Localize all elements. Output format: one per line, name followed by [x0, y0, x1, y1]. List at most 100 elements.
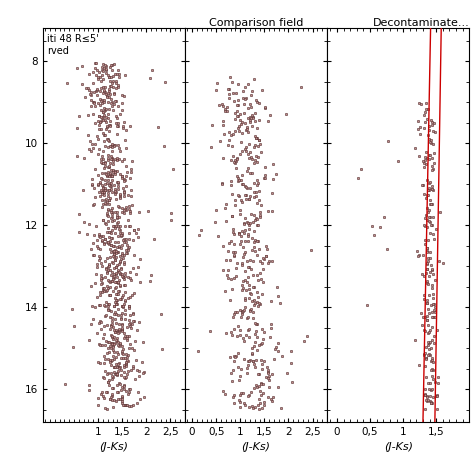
Point [235, 127, 243, 135]
Point [123, 401, 130, 409]
Point [107, 395, 114, 403]
Point [102, 201, 109, 208]
Point [107, 237, 114, 245]
Point [104, 217, 112, 225]
Point [119, 122, 127, 129]
Point [421, 392, 428, 399]
Point [384, 137, 392, 145]
Point [219, 121, 227, 128]
Point [245, 219, 252, 227]
Point [95, 112, 103, 119]
Point [431, 303, 438, 310]
Point [94, 394, 102, 401]
Point [115, 119, 122, 127]
Point [115, 71, 123, 78]
Point [99, 183, 107, 191]
Point [254, 302, 262, 310]
Point [124, 246, 132, 253]
Point [423, 204, 431, 211]
Point [105, 262, 112, 269]
Point [127, 209, 134, 217]
Point [264, 368, 272, 376]
Point [262, 252, 270, 260]
Point [252, 403, 259, 411]
Point [228, 79, 236, 86]
Point [116, 145, 123, 152]
Point [242, 182, 249, 190]
Point [108, 188, 115, 196]
Point [118, 173, 126, 180]
Point [106, 395, 113, 403]
Point [103, 172, 111, 179]
Point [264, 260, 272, 267]
Point [237, 372, 244, 379]
Point [104, 168, 112, 176]
Point [239, 254, 247, 261]
Point [113, 178, 120, 186]
Point [109, 343, 117, 351]
Point [124, 371, 131, 378]
Point [111, 339, 118, 346]
Point [113, 243, 121, 250]
Point [233, 264, 240, 272]
Point [130, 226, 138, 234]
Point [117, 315, 125, 322]
Point [116, 287, 123, 294]
Point [246, 195, 253, 202]
Point [99, 280, 106, 287]
Point [234, 155, 241, 162]
Point [252, 320, 259, 328]
Point [103, 135, 111, 143]
Point [237, 138, 245, 146]
Point [433, 391, 441, 399]
Point [112, 79, 119, 86]
Point [109, 166, 117, 173]
Point [119, 273, 127, 281]
Point [246, 307, 254, 315]
Point [235, 112, 242, 120]
Point [118, 231, 125, 238]
Point [261, 103, 268, 110]
Point [118, 386, 125, 394]
Point [84, 131, 92, 139]
Point [254, 293, 261, 301]
Point [119, 303, 127, 311]
Point [69, 343, 77, 350]
Point [370, 231, 378, 238]
Point [239, 94, 246, 102]
Point [117, 269, 124, 277]
Point [87, 282, 95, 290]
Point [123, 373, 130, 381]
Point [231, 156, 239, 164]
Point [112, 223, 120, 230]
Point [427, 139, 435, 146]
Point [127, 402, 135, 410]
Point [86, 146, 93, 153]
Point [125, 332, 133, 340]
Point [247, 388, 255, 396]
Title: Comparison field: Comparison field [209, 18, 303, 27]
Point [425, 122, 433, 130]
Point [426, 197, 434, 204]
Point [105, 306, 112, 313]
Point [128, 277, 135, 284]
Point [430, 235, 438, 243]
Point [100, 64, 108, 72]
Point [425, 155, 432, 163]
Point [267, 325, 275, 332]
Point [120, 175, 128, 182]
Point [250, 75, 257, 83]
Point [95, 319, 103, 327]
Point [114, 360, 121, 367]
Point [97, 102, 104, 109]
Point [104, 164, 112, 171]
Point [426, 135, 433, 143]
Point [249, 309, 257, 316]
Point [108, 307, 115, 315]
Point [118, 271, 126, 278]
Point [240, 180, 247, 188]
Point [94, 260, 101, 267]
Point [118, 395, 126, 403]
Point [110, 340, 118, 347]
Point [80, 219, 87, 226]
